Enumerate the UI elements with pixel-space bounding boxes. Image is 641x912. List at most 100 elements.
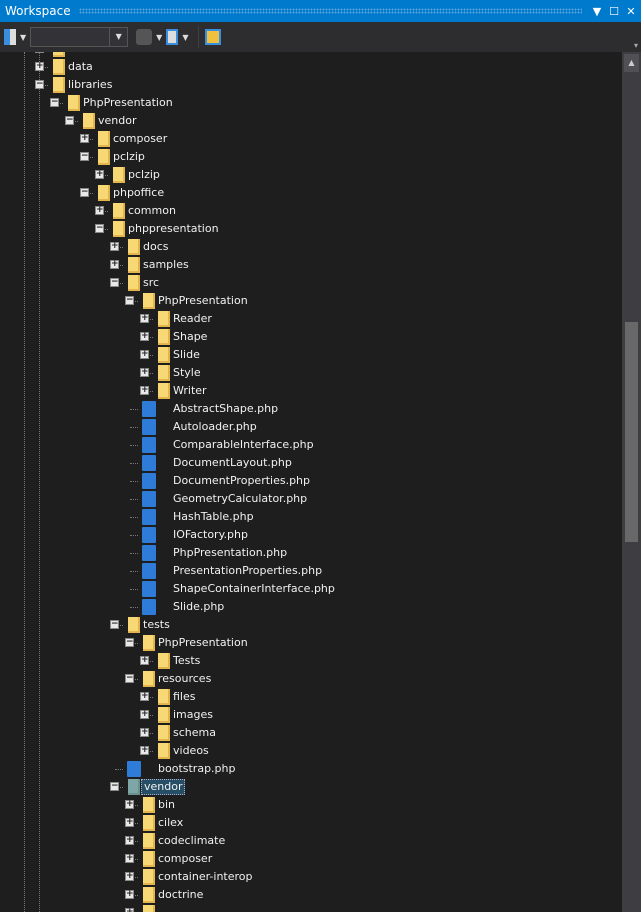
tree-row[interactable]: + Style (0, 364, 622, 382)
tree-row[interactable]: + schema (0, 724, 622, 742)
tree-item-label[interactable]: Shape (173, 330, 208, 343)
expand-icon[interactable]: + (125, 835, 134, 845)
tree-item-label[interactable]: bootstrap.php (158, 762, 236, 775)
tree-row[interactable]: + Writer (0, 382, 622, 400)
tree-item-label[interactable]: composer (158, 852, 213, 865)
tree-item-label[interactable]: Writer (173, 384, 207, 397)
expand-icon[interactable]: + (140, 691, 149, 701)
expand-icon[interactable]: + (140, 367, 149, 377)
tree-row[interactable]: − PhpPresentation (0, 292, 622, 310)
toolbar-overflow-icon[interactable]: ▾ (633, 41, 638, 50)
tree-item-label[interactable]: tests (143, 618, 170, 631)
collapse-icon[interactable]: − (35, 52, 44, 53)
tree-row[interactable]: PhpPresentation.php (0, 544, 622, 562)
scroll-up-icon[interactable]: ▲ (624, 54, 639, 72)
tree-item-label[interactable]: Autoloader.php (173, 420, 257, 433)
collapse-icon[interactable]: − (95, 223, 104, 233)
tree-item-label[interactable]: ShapeContainerInterface.php (173, 582, 335, 595)
tree-row[interactable]: + bin (0, 796, 622, 814)
tree-item-label[interactable]: vendor (98, 114, 137, 127)
tree-row[interactable]: + Reader (0, 310, 622, 328)
tree-row[interactable]: + cilex (0, 814, 622, 832)
tree-item-label[interactable]: cilex (158, 816, 184, 829)
search-combo[interactable]: ▼ (30, 27, 129, 47)
tree-item-label[interactable]: bin (158, 798, 176, 811)
tree-item-label[interactable]: images (173, 708, 213, 721)
tree-item-label[interactable]: Slide (173, 348, 200, 361)
open-folder-icon[interactable] (205, 29, 222, 45)
tree-row[interactable]: PresentationProperties.php (0, 562, 622, 580)
tree-row[interactable]: ShapeContainerInterface.php (0, 580, 622, 598)
tree-item-label[interactable]: docs (143, 240, 169, 253)
tree-row[interactable]: Slide.php (0, 598, 622, 616)
tree-row[interactable]: − vendor (0, 112, 622, 130)
binoculars-icon[interactable] (136, 29, 153, 45)
chevron-down-icon[interactable]: ▼ (182, 32, 189, 42)
tree-item-label[interactable]: PhpPresentation (158, 636, 248, 649)
tree-item-label[interactable]: PhpPresentation (83, 96, 173, 109)
workspace-tree[interactable]: −+data−libraries−PhpPresentation−vendor+… (0, 52, 622, 912)
tree-item-label[interactable]: files (173, 690, 196, 703)
expand-icon[interactable]: + (110, 259, 119, 269)
expand-icon[interactable]: + (35, 61, 44, 71)
tree-row[interactable]: + composer (0, 130, 622, 148)
expand-icon[interactable]: + (95, 169, 104, 179)
tree-row[interactable]: + pclzip (0, 166, 622, 184)
chevron-down-icon[interactable]: ▼ (20, 32, 27, 42)
tree-row[interactable]: − src (0, 274, 622, 292)
tree-row[interactable]: bootstrap.php (0, 760, 622, 778)
scrollbar-thumb[interactable] (625, 322, 638, 542)
expand-icon[interactable]: + (140, 655, 149, 665)
clipboard-icon[interactable] (166, 29, 179, 45)
tree-row[interactable]: − PhpPresentation (0, 634, 622, 652)
tree-item-label[interactable]: resources (158, 672, 212, 685)
collapse-icon[interactable]: − (35, 79, 44, 89)
tree-row[interactable]: + Shape (0, 328, 622, 346)
tree-row[interactable]: − tests (0, 616, 622, 634)
chevron-down-icon[interactable]: ▼ (109, 28, 127, 46)
tree-item-label[interactable]: phpoffice (113, 186, 165, 199)
tree-row[interactable]: + docs (0, 238, 622, 256)
workspace-view-icon[interactable] (4, 29, 16, 45)
expand-icon[interactable]: + (140, 727, 149, 737)
tree-item-label[interactable]: libraries (68, 78, 113, 91)
tree-row[interactable]: − (0, 52, 622, 58)
collapse-icon[interactable]: − (110, 781, 119, 791)
tree-item-label[interactable]: PhpPresentation (158, 294, 248, 307)
tree-row[interactable]: + files (0, 688, 622, 706)
tree-row[interactable]: DocumentLayout.php (0, 454, 622, 472)
tree-item-label[interactable]: pclzip (128, 168, 160, 181)
expand-icon[interactable]: + (125, 853, 134, 863)
collapse-icon[interactable]: − (110, 619, 119, 629)
tree-row[interactable]: + images (0, 706, 622, 724)
tree-row[interactable]: ComparableInterface.php (0, 436, 622, 454)
vertical-scrollbar[interactable]: ▲ (622, 52, 641, 912)
tree-item-label[interactable]: GeometryCalculator.php (173, 492, 308, 505)
expand-icon[interactable]: + (110, 241, 119, 251)
tree-item-label[interactable]: vendor (141, 779, 186, 795)
tree-row[interactable]: + codeclimate (0, 832, 622, 850)
expand-icon[interactable]: + (125, 799, 134, 809)
tree-item-label[interactable]: Reader (173, 312, 212, 325)
tree-item-label[interactable]: codeclimate (158, 834, 226, 847)
dropdown-icon[interactable]: ▼ (592, 4, 602, 18)
tree-item-label[interactable]: samples (143, 258, 189, 271)
tree-row[interactable]: + common (0, 202, 622, 220)
tree-row[interactable]: IOFactory.php (0, 526, 622, 544)
tree-row[interactable]: Autoloader.php (0, 418, 622, 436)
collapse-icon[interactable]: − (125, 295, 134, 305)
collapse-icon[interactable]: − (65, 115, 74, 125)
tree-row[interactable]: + Slide (0, 346, 622, 364)
expand-icon[interactable]: + (140, 745, 149, 755)
tree-item-label[interactable]: common (128, 204, 176, 217)
tree-item-label[interactable]: src (143, 276, 160, 289)
tree-item-label[interactable]: IOFactory.php (173, 528, 248, 541)
tree-item-label[interactable]: videos (173, 744, 209, 757)
tree-row[interactable]: + container-interop (0, 868, 622, 886)
tree-item-label[interactable]: Slide.php (173, 600, 225, 613)
tree-row[interactable]: GeometryCalculator.php (0, 490, 622, 508)
tree-item-label[interactable]: Style (173, 366, 201, 379)
expand-icon[interactable]: + (140, 709, 149, 719)
drag-grip[interactable] (78, 8, 582, 14)
tree-item-label[interactable]: Tests (173, 654, 201, 667)
